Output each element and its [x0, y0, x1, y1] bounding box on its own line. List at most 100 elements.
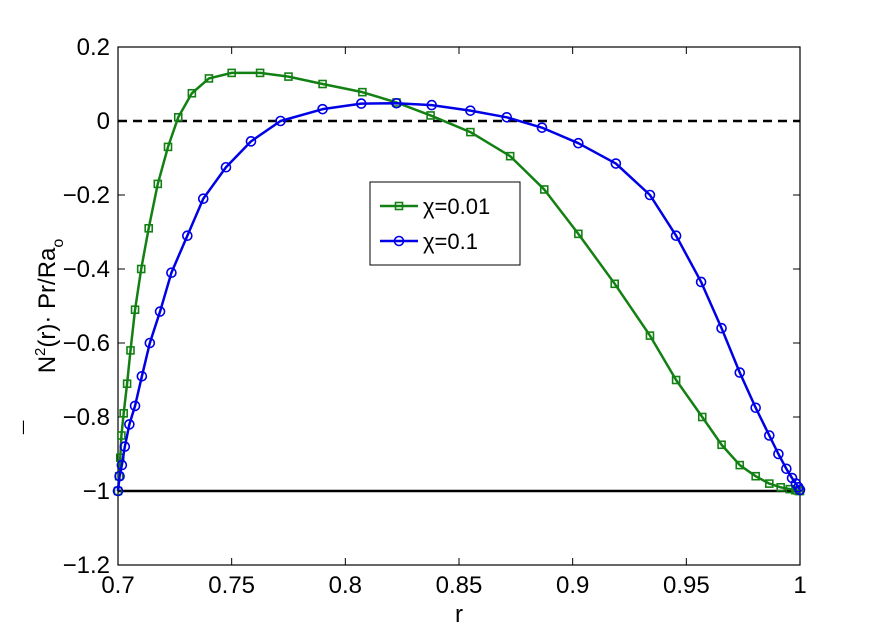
- data-point-circle: [391, 97, 402, 109]
- data-point-circle: [116, 459, 128, 471]
- y-tick-label: −1: [83, 478, 110, 505]
- data-point-circle: [245, 136, 257, 147]
- data-point-circle: [317, 103, 328, 115]
- y-tick-label: −0.2: [63, 182, 110, 209]
- data-point-circle: [426, 99, 438, 111]
- data-point-square: [318, 79, 327, 89]
- data-point-circle: [764, 430, 775, 441]
- plot-area: [117, 46, 801, 566]
- data-point-circle: [781, 463, 792, 475]
- y-axis-ticks: −1.2 −1 −0.8 −0.6 −0.4 −0.2 0 0.2: [63, 34, 800, 579]
- x-tick-label: 0.7: [101, 572, 134, 599]
- data-point-circle: [750, 402, 761, 414]
- x-tick-label: 0.75: [208, 572, 255, 599]
- x-axis-ticks: 0.7 0.75 0.8 0.85 0.9 0.95 1: [101, 47, 807, 599]
- y-tick-label: −0.4: [63, 256, 110, 283]
- data-point-circle: [695, 276, 707, 288]
- data-point-square: [255, 68, 265, 78]
- data-point-square: [539, 185, 549, 194]
- data-point-circle: [716, 322, 727, 334]
- data-point-circle: [144, 337, 156, 349]
- y-tick-label: −0.8: [63, 404, 110, 431]
- data-point-circle: [794, 484, 806, 496]
- y-axis-label-sup: 2: [32, 348, 49, 356]
- data-point-square: [785, 484, 795, 494]
- data-point-circle: [573, 137, 584, 149]
- data-point-circle: [182, 230, 193, 241]
- data-point-square: [136, 264, 146, 274]
- data-point-circle: [114, 470, 125, 482]
- data-point-circle: [154, 306, 166, 317]
- y-tick-label: 0: [97, 108, 110, 135]
- data-point-circle: [220, 161, 232, 173]
- data-point-circle: [355, 98, 367, 109]
- y-tick-label: −0.6: [63, 330, 110, 357]
- data-point-square: [126, 346, 135, 355]
- y-axis-label-base: N: [34, 356, 61, 373]
- x-tick-label: 0.8: [329, 572, 362, 599]
- data-point-circle: [112, 485, 124, 497]
- data-point-square: [735, 460, 745, 470]
- data-point-square: [130, 305, 140, 315]
- y-axis-label-rest: (r)· Pr/Ra: [34, 247, 61, 348]
- series-line-square: [116, 71, 801, 493]
- x-tick-label: 0.85: [436, 572, 483, 599]
- x-tick-label: 0.95: [663, 572, 710, 599]
- x-axis-label: r: [455, 601, 463, 628]
- legend-box: [369, 181, 521, 266]
- data-point-circle: [136, 370, 148, 382]
- data-point-square: [765, 479, 774, 488]
- data-point-square: [204, 74, 214, 83]
- y-tick-label: 0.2: [77, 34, 110, 61]
- data-point-square: [697, 412, 707, 422]
- data-point-circle: [610, 158, 622, 169]
- data-point-square: [284, 72, 293, 81]
- data-point-circle: [670, 230, 682, 241]
- data-point-square: [466, 127, 475, 137]
- data-point-square: [173, 113, 183, 122]
- series-circle: [112, 97, 806, 497]
- data-point-square: [122, 379, 132, 389]
- data-point-circle: [644, 189, 656, 201]
- data-point-square: [776, 482, 785, 492]
- data-point-circle: [793, 481, 804, 493]
- x-tick-label: 1: [793, 572, 806, 599]
- data-point-square: [717, 440, 726, 450]
- data-point-square: [610, 279, 620, 289]
- data-point-circle: [536, 122, 548, 133]
- y-axis-label-bar: ¯: [20, 420, 47, 435]
- y-axis-label: N2(r)· Pr/Rao ¯: [20, 239, 67, 435]
- data-point-square: [645, 331, 655, 340]
- series-line-circle: [116, 101, 802, 492]
- data-point-circle: [166, 267, 177, 279]
- reference-lines: [118, 119, 800, 493]
- data-point-circle: [501, 112, 513, 123]
- legend-marker-square: [394, 201, 404, 211]
- data-point-square: [505, 151, 515, 161]
- data-point-circle: [275, 115, 286, 127]
- legend-marker-circle: [393, 235, 405, 247]
- data-point-square: [153, 179, 163, 189]
- data-point-circle: [129, 400, 141, 412]
- data-point-square: [144, 224, 153, 233]
- legend-label: χ=0.1: [423, 229, 478, 254]
- data-point-square: [187, 88, 197, 98]
- data-point-square: [426, 111, 435, 120]
- data-point-square: [574, 229, 583, 239]
- data-point-square: [163, 142, 173, 152]
- data-point-square: [671, 375, 681, 385]
- x-tick-label: 0.9: [556, 572, 589, 599]
- data-point-square: [751, 471, 760, 481]
- series-layer: [112, 68, 806, 497]
- data-point-circle: [197, 193, 209, 204]
- data-point-square: [119, 408, 128, 418]
- legend: χ=0.01 χ=0.1: [369, 181, 521, 266]
- data-point-circle: [465, 105, 476, 116]
- y-axis-label-sub: o: [50, 239, 67, 248]
- data-point-square: [117, 431, 126, 440]
- svg-text:N2(r)· Pr/Rao: N2(r)· Pr/Rao: [32, 239, 67, 374]
- data-point-circle: [734, 367, 746, 378]
- y-tick-label: −1.2: [63, 552, 110, 579]
- data-point-circle: [119, 441, 131, 452]
